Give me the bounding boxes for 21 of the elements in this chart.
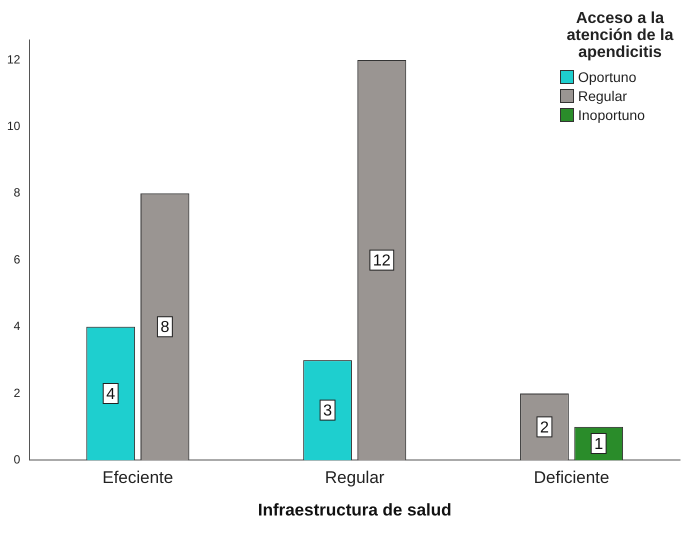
legend-label: Inoportuno	[578, 106, 645, 122]
y-tick-label: 0	[14, 452, 21, 467]
legend-title: Acceso a la atención de la apendicitis	[566, 10, 674, 61]
data-label: 4	[106, 386, 116, 403]
x-axis-title: Infraestructura de salud	[258, 500, 452, 520]
y-tick-label: 4	[14, 319, 21, 334]
y-tick-label: 10	[6, 119, 21, 134]
y-tick-label: 12	[6, 52, 21, 66]
data-label: 1	[594, 436, 604, 453]
y-tick-label: 8	[14, 186, 21, 200]
x-tick-label: Deficiente	[534, 468, 610, 488]
legend-label: Oportuno	[578, 68, 636, 84]
data-label: 3	[323, 402, 332, 420]
y-tick-label: 2	[14, 386, 21, 400]
legend-label: Regular	[578, 88, 628, 104]
data-label: 2	[540, 419, 549, 436]
x-tick-label: Regular	[324, 468, 385, 488]
y-tick-label: 6	[14, 252, 21, 266]
data-label: 12	[372, 252, 391, 270]
data-label: 8	[160, 319, 170, 336]
x-tick-label: Efeciente	[102, 468, 174, 488]
